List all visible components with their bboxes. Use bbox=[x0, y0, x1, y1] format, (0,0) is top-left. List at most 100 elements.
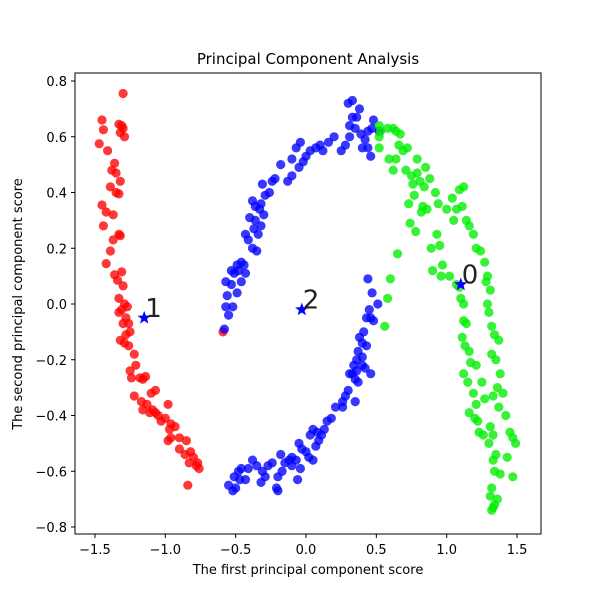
data-point bbox=[487, 321, 497, 331]
data-point bbox=[273, 486, 283, 496]
data-point bbox=[491, 449, 501, 460]
data-point bbox=[264, 187, 274, 198]
data-point bbox=[366, 151, 376, 161]
data-point bbox=[110, 158, 120, 168]
data-point bbox=[392, 249, 403, 259]
data-point bbox=[347, 95, 357, 106]
data-point bbox=[276, 160, 286, 170]
data-point bbox=[252, 246, 262, 256]
data-point bbox=[236, 277, 246, 287]
data-point bbox=[449, 215, 459, 225]
data-point bbox=[276, 449, 286, 460]
data-point bbox=[361, 313, 372, 323]
data-point bbox=[422, 204, 432, 214]
data-point bbox=[373, 299, 383, 309]
data-point bbox=[357, 143, 367, 153]
data-point bbox=[433, 199, 443, 209]
data-point bbox=[492, 383, 502, 393]
data-point bbox=[115, 231, 125, 241]
cluster-center-star-icon bbox=[454, 277, 468, 291]
data-point bbox=[459, 299, 469, 309]
data-point bbox=[240, 268, 251, 278]
data-point bbox=[183, 480, 193, 490]
data-point bbox=[484, 438, 494, 448]
data-point bbox=[232, 260, 242, 270]
data-point bbox=[311, 441, 321, 451]
data-point bbox=[459, 369, 469, 379]
data-point bbox=[330, 402, 341, 412]
data-point bbox=[485, 422, 495, 432]
data-point bbox=[229, 472, 239, 482]
data-point bbox=[263, 461, 273, 471]
data-point bbox=[435, 240, 445, 251]
data-point bbox=[156, 416, 166, 426]
data-point bbox=[464, 346, 474, 356]
data-point bbox=[119, 132, 130, 142]
data-point bbox=[454, 185, 464, 195]
data-point bbox=[305, 430, 315, 440]
cluster-center-label: 0 bbox=[462, 261, 479, 291]
cluster-center-star-icon bbox=[137, 310, 151, 324]
data-point bbox=[115, 176, 125, 186]
data-point bbox=[101, 259, 111, 269]
data-point bbox=[409, 190, 419, 200]
data-point bbox=[484, 307, 494, 317]
y-tick-label: −0.8 bbox=[35, 521, 67, 536]
y-tick-label: 0.4 bbox=[46, 187, 67, 202]
data-point bbox=[287, 171, 297, 181]
data-point bbox=[419, 182, 429, 192]
data-point bbox=[108, 210, 118, 220]
data-point bbox=[193, 458, 203, 468]
data-point bbox=[405, 218, 415, 228]
data-point bbox=[256, 477, 266, 487]
data-point bbox=[367, 288, 377, 298]
data-point bbox=[391, 154, 401, 164]
data-point bbox=[181, 436, 191, 446]
data-point bbox=[485, 285, 495, 295]
data-point bbox=[257, 466, 267, 476]
data-point bbox=[257, 179, 267, 189]
y-tick-label: −0.2 bbox=[35, 354, 67, 369]
data-point bbox=[112, 275, 123, 285]
data-point bbox=[482, 299, 493, 309]
data-point bbox=[494, 402, 504, 412]
data-point bbox=[368, 115, 379, 125]
data-point bbox=[488, 502, 498, 513]
data-point bbox=[105, 182, 115, 192]
data-point bbox=[295, 463, 305, 474]
cluster-center-star-icon bbox=[295, 302, 309, 316]
data-point bbox=[425, 174, 435, 184]
data-point bbox=[232, 288, 242, 298]
data-point bbox=[224, 310, 234, 320]
data-point bbox=[432, 229, 442, 239]
data-point bbox=[114, 293, 124, 303]
data-point bbox=[363, 274, 373, 284]
data-point bbox=[126, 373, 137, 383]
data-point bbox=[350, 397, 360, 407]
cluster-center-label: 1 bbox=[145, 294, 162, 324]
data-point bbox=[101, 207, 111, 217]
data-point bbox=[131, 360, 141, 370]
data-point bbox=[498, 388, 508, 398]
data-point bbox=[247, 455, 258, 465]
x-tick-label: 1.0 bbox=[436, 543, 457, 558]
data-point bbox=[111, 168, 121, 178]
data-point bbox=[273, 472, 283, 482]
data-point bbox=[129, 391, 139, 401]
data-point bbox=[360, 363, 370, 373]
data-point bbox=[329, 132, 339, 142]
data-point bbox=[488, 391, 498, 401]
data-point bbox=[384, 154, 394, 164]
x-tick-label: −1.0 bbox=[150, 543, 182, 558]
data-point bbox=[287, 154, 297, 164]
data-point bbox=[280, 458, 290, 468]
data-point bbox=[228, 302, 238, 312]
data-point bbox=[221, 277, 231, 287]
x-tick-label: −1.5 bbox=[79, 543, 111, 558]
data-point bbox=[494, 335, 504, 345]
data-point bbox=[488, 430, 498, 440]
data-point bbox=[117, 121, 127, 131]
y-tick-label: 0.0 bbox=[46, 298, 67, 313]
x-tick-label: −0.5 bbox=[220, 543, 252, 558]
